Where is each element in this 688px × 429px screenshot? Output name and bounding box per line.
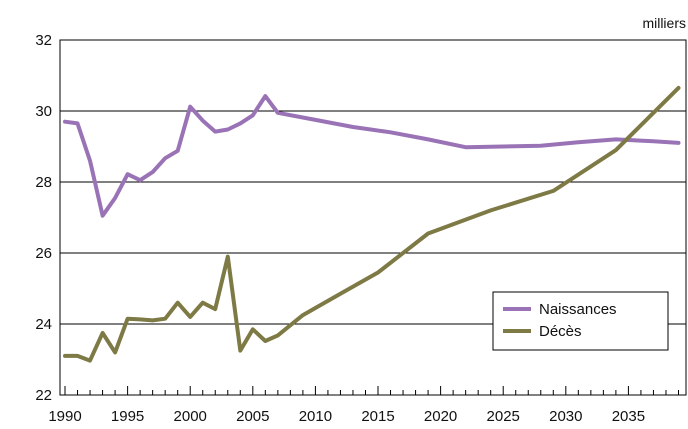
y-tick-label-24: 24: [35, 316, 52, 333]
x-tick-label-2015: 2015: [361, 408, 394, 425]
series-line-deces: [63, 85, 681, 363]
x-tick-label-2025: 2025: [487, 408, 520, 425]
y-tick-label-26: 26: [35, 245, 52, 262]
plot-frame: [59, 39, 687, 396]
series-line-naissances: [63, 94, 681, 218]
x-tick-label-1995: 1995: [111, 408, 144, 425]
x-tick-label-2035: 2035: [612, 408, 645, 425]
y-tick-label-32: 32: [35, 32, 52, 49]
x-tick-label-2010: 2010: [299, 408, 332, 425]
y-tick-label-22: 22: [35, 387, 52, 404]
y-tick-label-28: 28: [35, 174, 52, 191]
x-axis: 1990 1995 2000 2005 2010 2015 2020 2025 2030 2035: [48, 386, 679, 425]
series-lines: [63, 85, 681, 363]
y-axis-unit-label: milliers: [642, 15, 686, 31]
x-tick-label-2030: 2030: [549, 408, 582, 425]
x-tick-label-2005: 2005: [236, 408, 269, 425]
x-tick-label-1990: 1990: [48, 408, 81, 425]
legend-label-naissances: Naissances: [539, 301, 617, 318]
legend-label-deces: Décès: [539, 323, 582, 340]
legend-box: [492, 291, 669, 351]
x-tick-label-2000: 2000: [174, 408, 207, 425]
y-axis-tick-labels: 22 24 26 28 30 32: [35, 32, 52, 404]
y-tick-label-30: 30: [35, 103, 52, 120]
x-tick-label-2020: 2020: [424, 408, 457, 425]
legend: Naissances Décès: [492, 291, 669, 351]
